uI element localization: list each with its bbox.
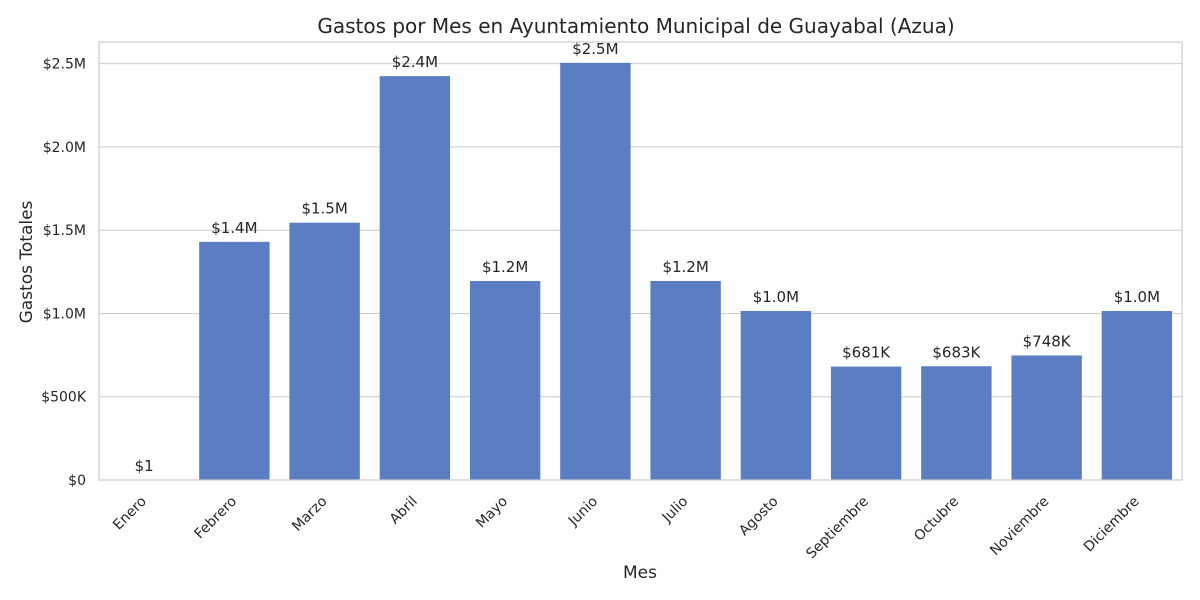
x-tick-label: Julio	[659, 494, 692, 527]
data-labels: $1 $1.4M $1.5M $2.4M $1.2M $2.5M $1.2M $1.0M $68…	[135, 40, 1160, 475]
bar-marzo	[289, 222, 360, 481]
data-label: $1.5M	[301, 200, 347, 218]
y-tick-label: $500K	[41, 390, 87, 406]
y-tick-label: $2.5M	[43, 57, 86, 73]
chart-title: Gastos por Mes en Ayuntamiento Municipal…	[317, 14, 954, 38]
data-label: $1.0M	[1114, 288, 1160, 306]
y-axis-label: Gastos Totales	[17, 200, 37, 323]
data-label: $683K	[932, 343, 981, 361]
x-tick-label: Octubre	[911, 494, 962, 545]
x-tick-label: Agosto	[736, 494, 782, 540]
data-label: $1.2M	[482, 258, 528, 276]
data-label: $1.4M	[211, 219, 257, 237]
x-tick-labels: Enero Febrero Marzo Abril Mayo Junio Julio Agos…	[110, 494, 1143, 563]
y-tick-labels: $0 $500K $1.0M $1.5M $2.0M $2.5M	[41, 57, 87, 489]
bar-mayo	[469, 280, 541, 480]
bar-junio	[560, 62, 631, 480]
x-tick-label: Diciembre	[1081, 494, 1143, 556]
data-label: $2.4M	[392, 53, 438, 71]
x-tick-label: Junio	[565, 494, 601, 530]
bar-diciembre	[1101, 310, 1173, 480]
bar-noviembre	[1011, 355, 1082, 480]
bar-julio	[650, 280, 721, 480]
bar-septiembre	[830, 366, 902, 480]
bars	[108, 62, 1173, 481]
data-label: $681K	[842, 344, 891, 362]
data-label: $1.2M	[662, 258, 708, 276]
plot-frame	[98, 41, 1183, 481]
x-tick-label: Febrero	[192, 494, 241, 543]
bar-abril	[379, 76, 451, 480]
x-tick-label: Mayo	[473, 494, 511, 532]
y-tick-label: $1.5M	[43, 223, 86, 239]
data-label: $1	[135, 457, 154, 475]
x-tick-label: Marzo	[289, 494, 330, 535]
data-label: $1.0M	[753, 288, 799, 306]
y-tick-label: $2.0M	[43, 140, 86, 156]
x-tick-label: Enero	[110, 494, 150, 534]
bar-agosto	[740, 310, 812, 480]
y-tick-label: $1.0M	[43, 306, 86, 322]
data-label: $748K	[1023, 332, 1072, 350]
x-axis-label: Mes	[623, 563, 657, 583]
y-tick-label: $0	[68, 473, 86, 489]
bar-febrero	[199, 241, 270, 480]
x-tick-label: Abril	[387, 494, 421, 528]
bar-octubre	[921, 366, 992, 480]
data-label: $2.5M	[572, 40, 618, 58]
x-tick-label: Septiembre	[803, 494, 872, 563]
x-tick-label: Noviembre	[987, 494, 1052, 559]
